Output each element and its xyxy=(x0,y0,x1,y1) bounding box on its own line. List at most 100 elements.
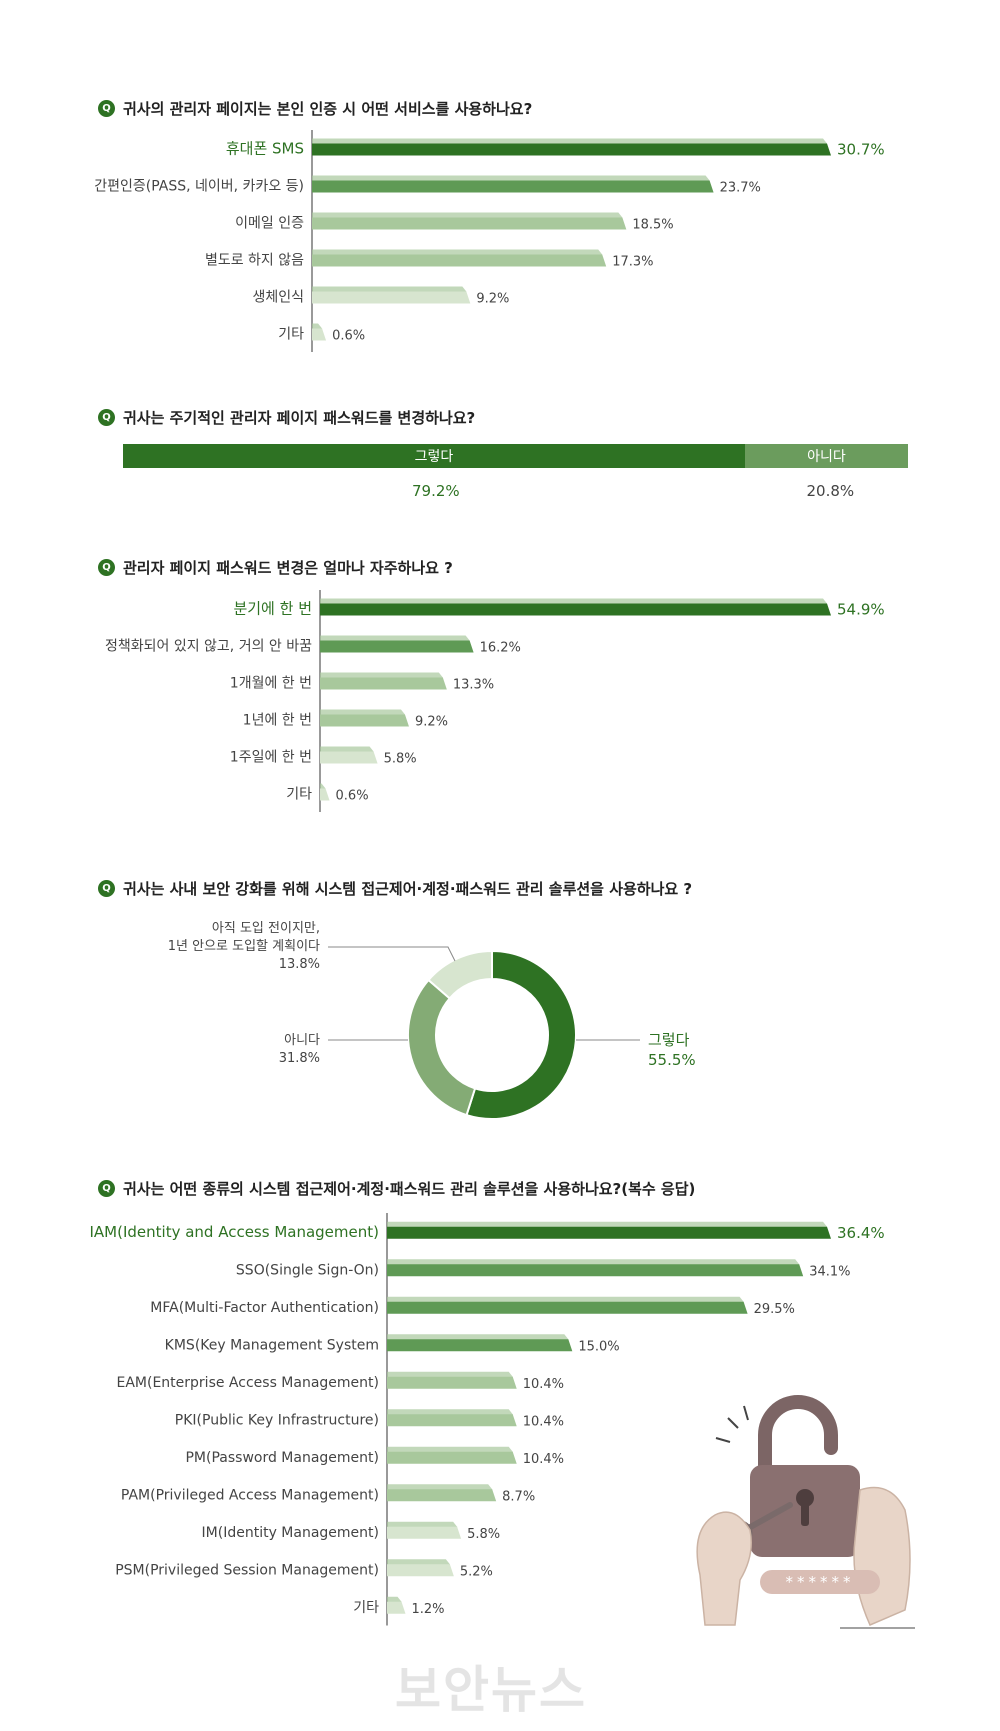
donut-leader-plan xyxy=(328,946,456,962)
q5-category-label: KMS(Key Management System xyxy=(165,1337,379,1353)
donut-slice-no xyxy=(407,978,477,1117)
q5-bar xyxy=(387,1376,517,1389)
q1-value-label: 18.5% xyxy=(632,218,673,233)
q5-title-text: 귀사는 어떤 종류의 시스템 접근제어·계정·패스워드 관리 솔루션을 사용하나… xyxy=(123,1180,696,1198)
q1-value-label: 23.7% xyxy=(720,181,761,196)
q3-value-label: 54.9% xyxy=(837,601,885,619)
q3-value-label: 9.2% xyxy=(415,715,448,730)
donut-chart xyxy=(328,946,640,1120)
q3-value-label: 5.8% xyxy=(384,752,417,767)
split-no-value: 20.8% xyxy=(806,482,855,500)
q5-category-label: 기타 xyxy=(353,1600,379,1616)
q1-category-label: 간편인증(PASS, 네이버, 카카오 등) xyxy=(94,179,304,195)
q5-bar xyxy=(387,1601,406,1614)
q3-category-label: 기타 xyxy=(286,787,312,803)
q5-value-label: 29.5% xyxy=(754,1302,795,1317)
q5-bar xyxy=(387,1264,804,1277)
q3-bar xyxy=(320,603,831,616)
q5-category-label: EAM(Enterprise Access Management) xyxy=(117,1375,380,1391)
q4-title-text: 귀사는 사내 보안 강화를 위해 시스템 접근제어·계정·패스워드 관리 솔루션… xyxy=(123,880,693,898)
q5-value-label: 1.2% xyxy=(412,1602,445,1617)
q5-value-label: 5.2% xyxy=(460,1564,493,1579)
q-badge-icon: Q xyxy=(98,409,115,426)
q3-title: Q 관리자 페이지 패스워드 변경은 얼마나 자주하나요 ? xyxy=(98,557,453,578)
split-bar-no-label: 아니다 xyxy=(807,449,846,465)
q5-category-label: MFA(Multi-Factor Authentication) xyxy=(150,1300,379,1316)
q1-bar xyxy=(312,254,607,267)
q1-category-label: 휴대폰 SMS xyxy=(226,140,304,158)
q3-value-label: 13.3% xyxy=(453,678,494,693)
q4-title: Q 귀사는 사내 보안 강화를 위해 시스템 접근제어·계정·패스워드 관리 솔… xyxy=(98,878,692,899)
q5-bar xyxy=(387,1301,748,1314)
donut-label-yes: 그렇다 55.5% xyxy=(648,1030,696,1070)
donut-label-yes-text: 그렇다 xyxy=(648,1031,690,1049)
q5-category-label: PSM(Privileged Session Management) xyxy=(115,1562,379,1578)
q3-category-label: 1년에 한 번 xyxy=(243,713,312,729)
q5-bar xyxy=(387,1339,573,1352)
q5-category-label: IM(Identity Management) xyxy=(202,1525,379,1541)
q1-value-label: 17.3% xyxy=(612,255,653,270)
q5-bar xyxy=(387,1414,517,1427)
donut-label-plan-line1: 아직 도입 전이지만, xyxy=(211,921,320,936)
q1-category-label: 생체인식 xyxy=(252,290,304,306)
q3-value-label: 16.2% xyxy=(480,641,521,656)
q3-bar xyxy=(320,640,474,653)
q-badge-icon: Q xyxy=(98,559,115,576)
q1-category-label: 별도로 하지 않음 xyxy=(205,253,304,269)
q3-title-text: 관리자 페이지 패스워드 변경은 얼마나 자주하나요 ? xyxy=(123,559,453,577)
donut-label-no: 아니다 31.8% xyxy=(220,1032,320,1068)
q5-category-label: PM(Password Management) xyxy=(185,1450,379,1466)
donut-label-plan-value: 13.8% xyxy=(278,957,320,972)
q1-bar xyxy=(312,328,327,341)
q5-value-label: 15.0% xyxy=(578,1339,619,1354)
q5-value-label: 10.4% xyxy=(523,1414,564,1429)
q5-bar xyxy=(387,1526,462,1539)
q5-bar xyxy=(387,1226,831,1239)
q1-category-label: 이메일 인증 xyxy=(235,216,304,232)
q1-title-text: 귀사의 관리자 페이지는 본인 인증 시 어떤 서비스를 사용하나요? xyxy=(123,100,533,118)
chart-q5: IAM(Identity and Access Management) 36.4%… xyxy=(89,1213,885,1626)
q1-bar xyxy=(312,291,471,304)
q1-value-label: 9.2% xyxy=(476,292,509,307)
donut-label-plan-line2: 1년 안으로 도입할 계획이다 xyxy=(167,939,320,954)
password-mask: ****** xyxy=(786,1573,855,1591)
q3-category-label: 1주일에 한 번 xyxy=(230,750,312,766)
donut-slice-plan xyxy=(427,949,493,1000)
padlock-illustration: ****** xyxy=(696,1395,915,1629)
chart-q3: 분기에 한 번 54.9% 정책화되어 있지 않고, 거의 안 바꿈 16.2% 1개월… xyxy=(105,590,885,812)
q5-bar xyxy=(387,1489,497,1502)
q3-category-label: 정책화되어 있지 않고, 거의 안 바꿈 xyxy=(105,639,312,655)
split-yes-value: 79.2% xyxy=(412,482,460,500)
q5-title: Q 귀사는 어떤 종류의 시스템 접근제어·계정·패스워드 관리 솔루션을 사용… xyxy=(98,1178,695,1199)
q-badge-icon: Q xyxy=(98,880,115,897)
split-bar-yes: 그렇다 xyxy=(123,444,745,468)
q5-value-label: 34.1% xyxy=(809,1264,850,1279)
watermark: 보안뉴스 xyxy=(395,1661,587,1719)
donut-label-no-value: 31.8% xyxy=(278,1051,320,1066)
q2-title-text: 귀사는 주기적인 관리자 페이지 패스워드를 변경하나요? xyxy=(123,409,476,427)
q3-bar xyxy=(320,677,447,690)
q1-title: Q 귀사의 관리자 페이지는 본인 인증 시 어떤 서비스를 사용하나요? xyxy=(98,98,532,119)
q5-category-label: SSO(Single Sign-On) xyxy=(236,1262,379,1278)
q5-value-label: 10.4% xyxy=(523,1377,564,1392)
q1-bar xyxy=(312,143,831,156)
q3-bar xyxy=(320,788,330,801)
q3-category-label: 1개월에 한 번 xyxy=(230,676,312,692)
q5-value-label: 36.4% xyxy=(837,1224,885,1242)
q-badge-icon: Q xyxy=(98,1180,115,1197)
q1-value-label: 30.7% xyxy=(837,141,885,159)
donut-label-no-text: 아니다 xyxy=(284,1033,320,1048)
q1-value-label: 0.6% xyxy=(332,329,365,344)
q3-bar xyxy=(320,751,378,764)
q5-category-label: PAM(Privileged Access Management) xyxy=(121,1487,379,1503)
q5-value-label: 5.8% xyxy=(467,1527,500,1542)
q1-category-label: 기타 xyxy=(278,327,304,343)
q1-bar xyxy=(312,217,627,230)
q3-bar xyxy=(320,714,409,727)
q3-category-label: 분기에 한 번 xyxy=(233,600,312,618)
q5-bar xyxy=(387,1564,454,1577)
q-badge-icon: Q xyxy=(98,100,115,117)
q5-value-label: 10.4% xyxy=(523,1452,564,1467)
donut-label-plan: 아직 도입 전이지만, 1년 안으로 도입할 계획이다 13.8% xyxy=(120,920,320,974)
q1-bar xyxy=(312,180,714,193)
